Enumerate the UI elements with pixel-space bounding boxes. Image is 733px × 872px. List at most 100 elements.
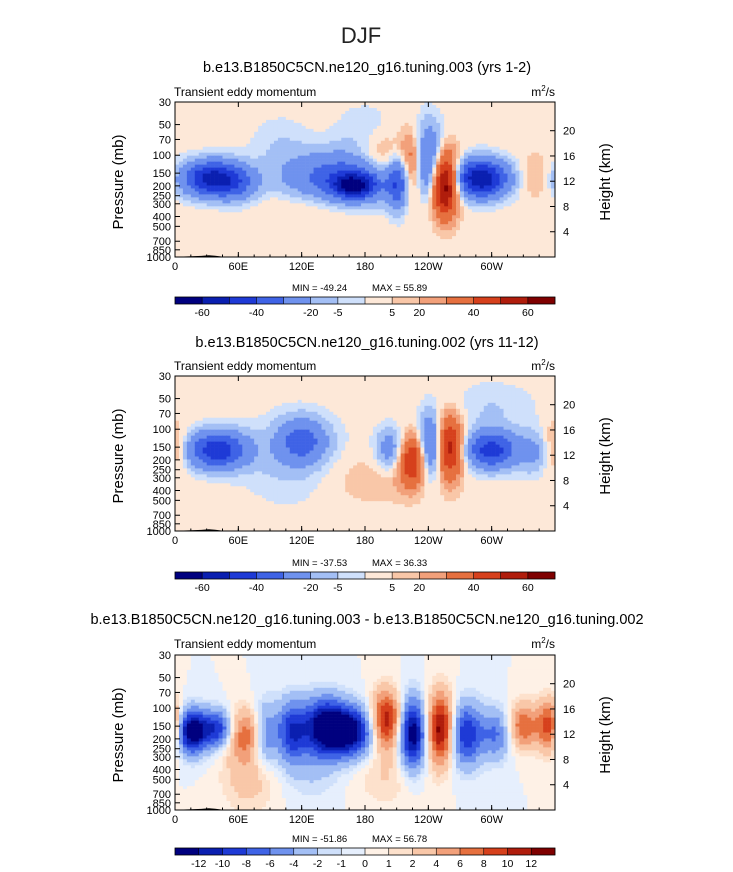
field-cell (404, 122, 409, 127)
field-cell (178, 248, 184, 252)
field-cell (460, 125, 465, 130)
field-cell (456, 197, 461, 201)
field-cell (479, 152, 485, 156)
field-cell (206, 173, 211, 177)
field-cell (499, 239, 504, 243)
field-cell (222, 158, 227, 162)
field-cell (273, 248, 279, 252)
field-cell (262, 104, 267, 109)
field-cell (242, 191, 247, 195)
field-cell (527, 242, 532, 246)
field-cell (285, 128, 291, 133)
field-cell (365, 164, 370, 168)
field-cell (309, 245, 314, 249)
field-cell (365, 194, 370, 198)
field-cell (428, 131, 433, 136)
field-cell (206, 239, 211, 243)
field-cell (551, 188, 556, 192)
field-cell (281, 194, 287, 198)
field-cell (432, 137, 437, 142)
field-cell (448, 110, 453, 115)
field-cell (483, 134, 489, 139)
field-cell (238, 140, 243, 145)
field-cell (440, 110, 445, 115)
field-cell (444, 143, 449, 148)
field-cell (329, 224, 334, 228)
field-cell (412, 233, 417, 237)
field-cell (432, 230, 437, 234)
field-cell (313, 239, 318, 243)
field-cell (531, 200, 536, 204)
field-cell (539, 176, 544, 180)
field-cell (499, 116, 504, 121)
field-cell (305, 122, 310, 127)
field-cell (337, 248, 342, 252)
field-cell (392, 110, 397, 115)
field-cell (178, 131, 184, 136)
field-cell (424, 218, 429, 222)
field-cell (543, 149, 548, 153)
field-cell (242, 206, 247, 210)
field-cell (368, 137, 374, 142)
field-cell (543, 254, 548, 258)
field-cell (404, 248, 409, 252)
field-cell (222, 107, 227, 112)
field-cell (495, 221, 500, 225)
field-cell (416, 104, 421, 109)
field-cell (246, 203, 251, 207)
field-cell (499, 102, 504, 106)
field-cell (400, 152, 405, 156)
field-cell (479, 200, 485, 204)
field-cell (214, 146, 219, 150)
field-cell (412, 134, 417, 139)
field-cell (384, 131, 390, 136)
field-cell (547, 161, 552, 165)
field-cell (281, 203, 287, 207)
field-cell (238, 182, 243, 186)
field-cell (226, 224, 231, 228)
field-cell (436, 104, 441, 109)
field-cell (463, 119, 469, 124)
field-cell (479, 110, 485, 115)
field-cell (428, 128, 433, 133)
field-cell (313, 254, 318, 258)
field-cell (412, 251, 417, 255)
field-cell (463, 116, 469, 121)
field-cell (250, 182, 255, 186)
field-cell (353, 236, 358, 240)
field-cell (456, 122, 461, 127)
field-cell (444, 230, 449, 234)
field-cell (368, 245, 374, 249)
field-cell (202, 146, 207, 150)
field-cell (368, 116, 374, 121)
field-cell (380, 176, 386, 180)
field-cell (325, 209, 330, 213)
field-cell (214, 137, 219, 142)
field-cell (475, 218, 481, 222)
field-cell (250, 209, 255, 213)
field-cell (384, 191, 390, 195)
field-cell (270, 170, 275, 174)
field-cell (321, 182, 326, 186)
field-cell (539, 152, 544, 156)
field-cell (254, 131, 259, 136)
field-cell (523, 110, 528, 115)
field-cell (507, 191, 512, 195)
field-cell (396, 200, 401, 204)
field-cell (495, 104, 500, 109)
field-cell (273, 224, 279, 228)
field-cell (202, 236, 207, 240)
field-cell (353, 119, 358, 124)
field-cell (460, 218, 465, 222)
field-cell (400, 137, 405, 142)
field-cell (495, 182, 500, 186)
field-cell (515, 239, 520, 243)
field-cell (479, 221, 485, 225)
field-cell (285, 122, 291, 127)
field-cell (503, 194, 508, 198)
field-cell (452, 203, 457, 207)
field-cell (376, 149, 382, 153)
field-cell (309, 191, 314, 195)
field-cell (305, 191, 310, 195)
field-cell (182, 236, 188, 240)
